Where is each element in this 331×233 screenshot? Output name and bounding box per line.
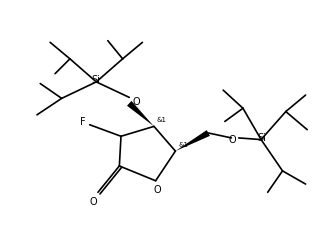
Text: &1: &1 bbox=[179, 142, 189, 148]
Polygon shape bbox=[127, 101, 154, 126]
Text: O: O bbox=[154, 185, 161, 195]
Text: Si: Si bbox=[92, 75, 101, 85]
Text: O: O bbox=[133, 97, 140, 107]
Text: O: O bbox=[229, 135, 236, 144]
Text: Si: Si bbox=[257, 133, 266, 143]
Text: O: O bbox=[89, 197, 97, 206]
Text: &1: &1 bbox=[157, 117, 166, 123]
Polygon shape bbox=[175, 130, 210, 151]
Text: F: F bbox=[80, 117, 85, 127]
